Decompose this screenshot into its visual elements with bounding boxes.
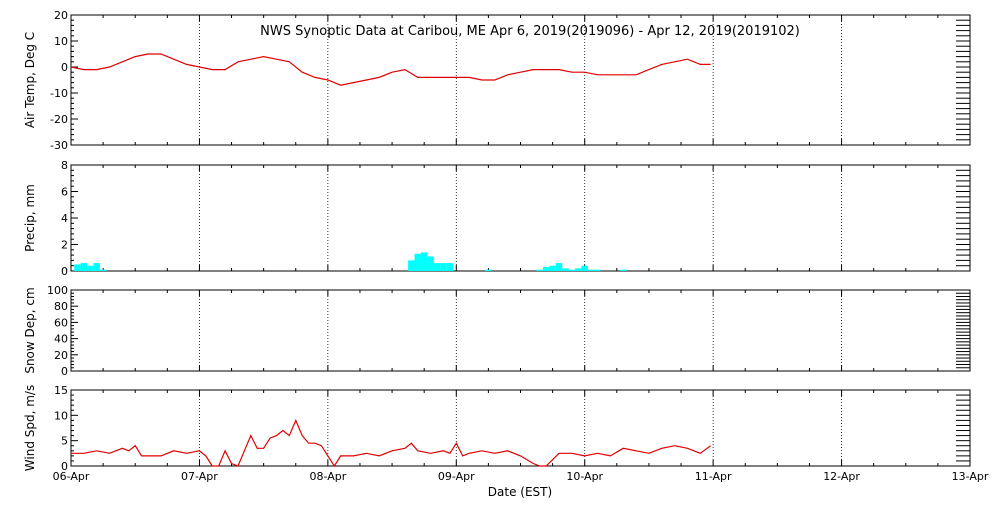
precip-bar [433, 263, 441, 271]
panel-frame [70, 164, 971, 272]
y-tick-label: -10 [50, 87, 68, 100]
y-axis-label: Wind Spd, m/s [23, 385, 37, 471]
precip-bar [87, 265, 94, 271]
panel-frame [70, 289, 971, 372]
precip-bar [420, 252, 428, 271]
y-tick-label: 10 [54, 409, 68, 422]
precip-bar [568, 269, 576, 271]
y-tick-label: 2 [61, 239, 68, 252]
precip-bar [562, 268, 569, 271]
y-axis-label: Precip, mm [23, 184, 37, 252]
precip-bar [542, 267, 550, 271]
precip-bar [414, 253, 421, 271]
x-tick-label: 09-Apr [438, 470, 475, 483]
precip-bar [74, 264, 81, 271]
precip-bar [485, 269, 492, 271]
precip-bar [408, 260, 415, 271]
precip-bar [80, 263, 88, 271]
x-tick-label: 08-Apr [309, 470, 346, 483]
precip-bar [587, 269, 595, 271]
panel-frame [70, 389, 971, 467]
y-axis-label: Air Temp, Deg C [23, 32, 37, 128]
y-tick-label: 20 [54, 9, 68, 22]
x-tick-label: 12-Apr [823, 470, 860, 483]
y-tick-label: 20 [54, 349, 68, 362]
x-tick-label: 07-Apr [181, 470, 218, 483]
y-axis-label: Snow Dep, cm [23, 287, 37, 373]
precip-bar [581, 265, 588, 271]
x-tick-label: 10-Apr [566, 470, 603, 483]
precip-bar [93, 263, 100, 271]
temperature-line [70, 53, 711, 86]
precip-bar [446, 263, 454, 271]
precip-bar [549, 265, 556, 271]
precip-bar [536, 269, 543, 271]
y-tick-label: -30 [50, 139, 68, 152]
y-tick-label: 60 [54, 316, 68, 329]
wind-speed-line [71, 418, 711, 468]
x-tick-label: 11-Apr [695, 470, 732, 483]
y-tick-label: 40 [54, 333, 68, 346]
y-tick-label: 0 [61, 460, 68, 473]
y-tick-label: 4 [61, 212, 68, 225]
y-tick-label: 0 [61, 365, 68, 378]
y-tick-label: 100 [47, 284, 68, 297]
precip-bar [440, 263, 447, 271]
x-axis-label: Date (EST) [488, 485, 552, 499]
y-tick-label: -20 [50, 113, 68, 126]
precip-bar [575, 268, 582, 271]
x-tick-label: 13-Apr [952, 470, 989, 483]
y-tick-label: 10 [54, 35, 68, 48]
x-tick-label: 06-Apr [53, 470, 90, 483]
y-tick-label: 8 [61, 159, 68, 172]
y-tick-label: 0 [61, 265, 68, 278]
y-tick-label: 15 [54, 384, 68, 397]
y-tick-label: 6 [61, 186, 68, 199]
chart-title: NWS Synoptic Data at Caribou, ME Apr 6, … [260, 24, 800, 39]
y-tick-label: 80 [54, 300, 68, 313]
precip-bar [99, 269, 107, 271]
precip-bar [555, 263, 563, 271]
precip-bar [427, 256, 434, 271]
precip-bar [620, 269, 627, 271]
y-tick-label: 5 [61, 435, 68, 448]
y-tick-label: 0 [61, 61, 68, 74]
precip-bar [594, 269, 601, 271]
